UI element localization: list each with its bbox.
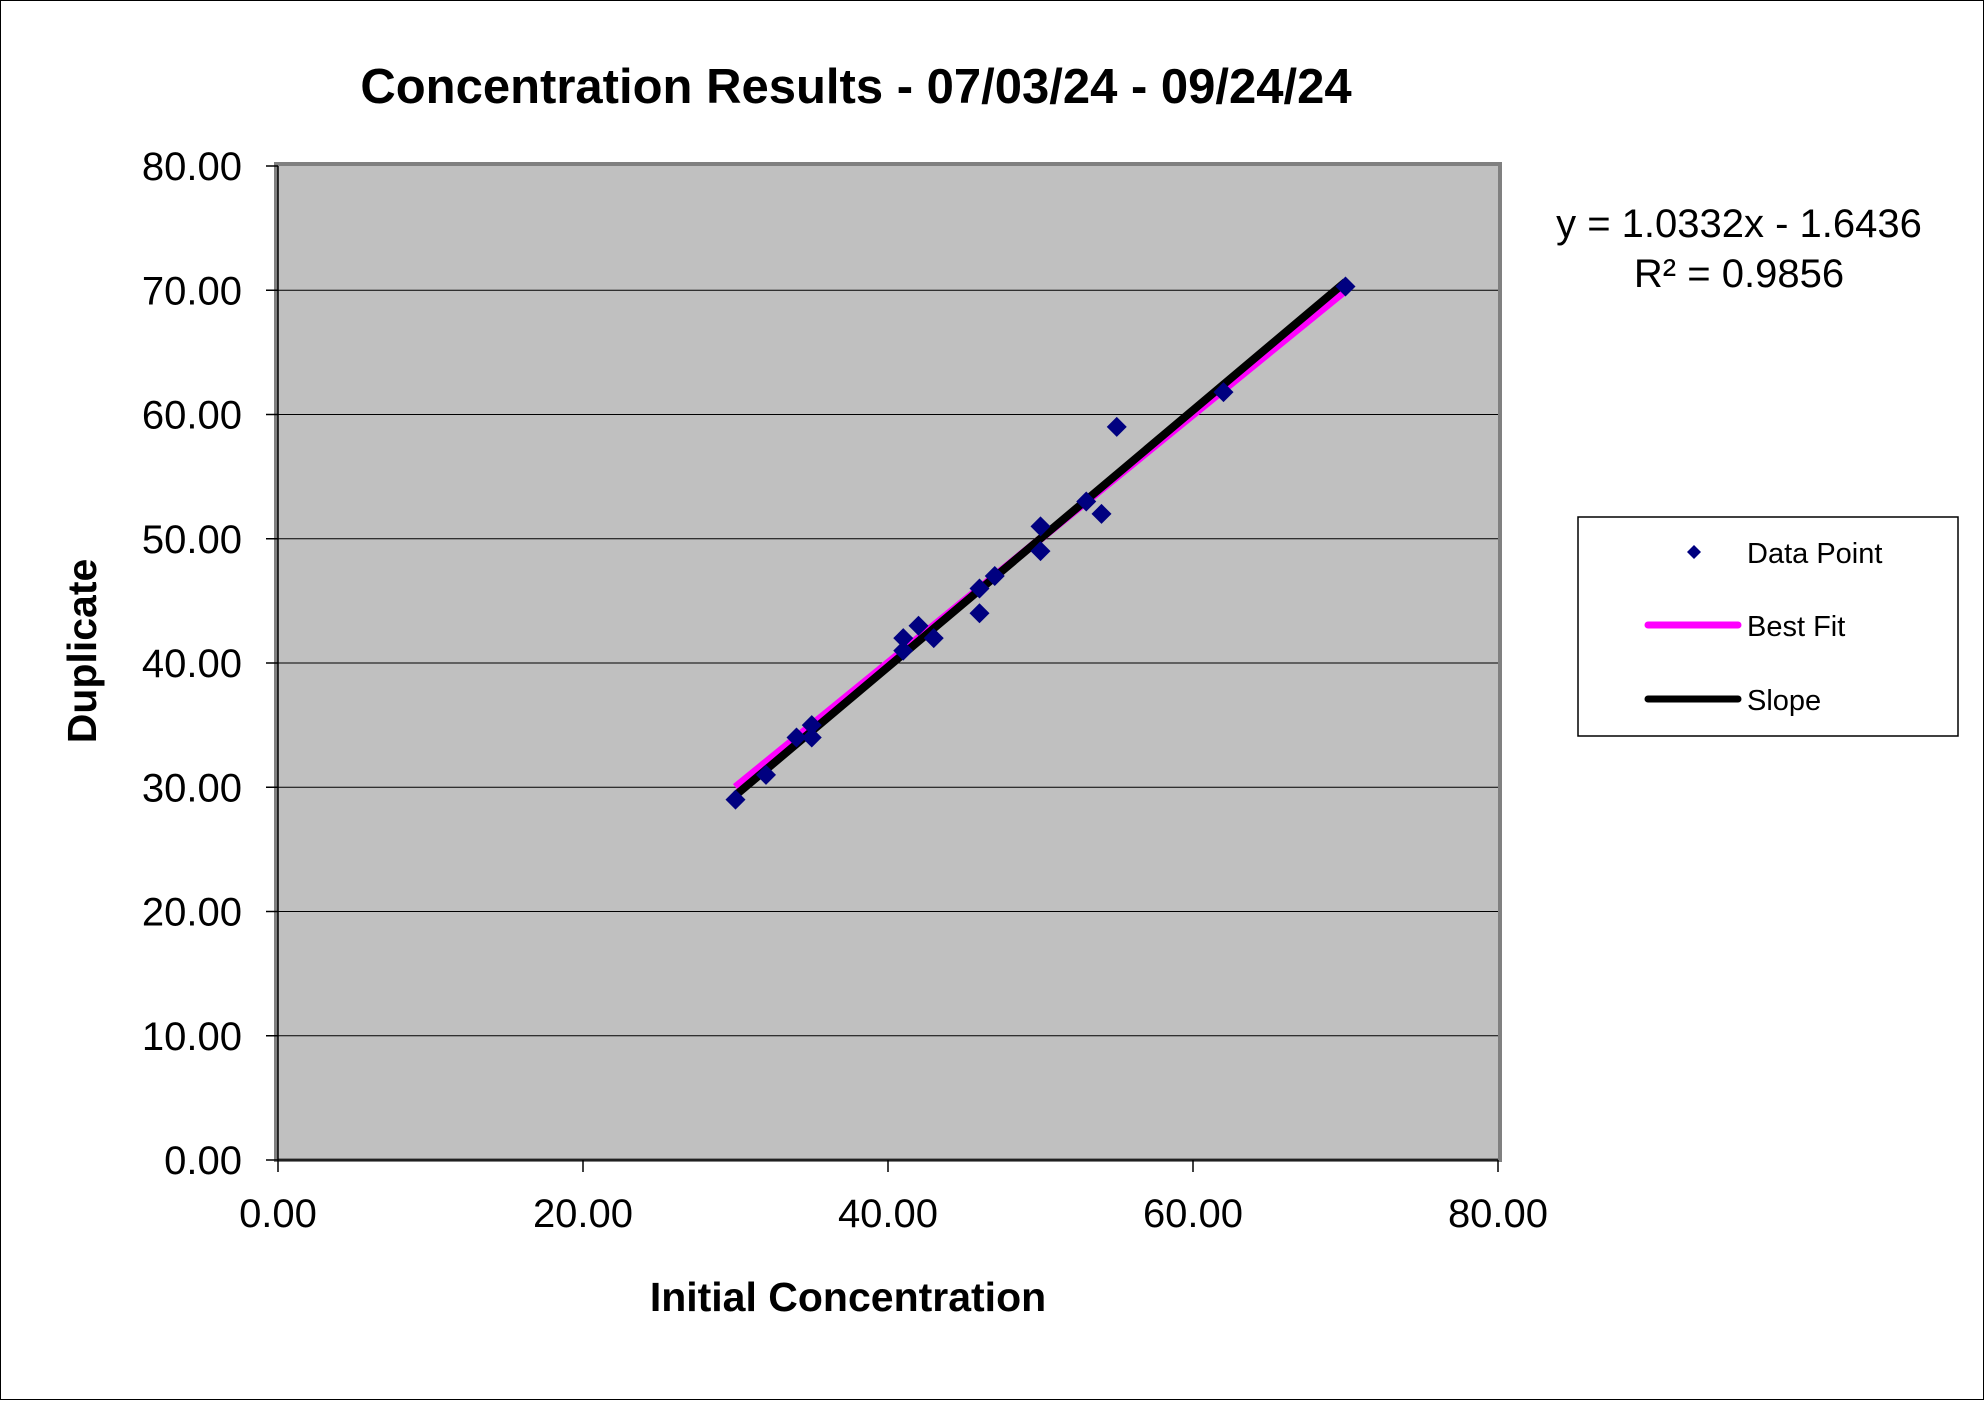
series-lines (732, 278, 1349, 799)
series-line-slope (732, 278, 1349, 799)
data-point (725, 789, 746, 810)
data-point (984, 566, 1005, 587)
x-tick-label: 20.00 (533, 1192, 633, 1236)
data-point (1091, 503, 1112, 524)
y-axis-title: Duplicate (59, 559, 105, 744)
data-point (1076, 491, 1097, 512)
data-points (725, 276, 1356, 810)
y-tick-label: 80.00 (142, 145, 242, 189)
y-tick-label: 0.00 (164, 1139, 242, 1183)
x-tick-label: 80.00 (1448, 1192, 1548, 1236)
y-tick-label: 70.00 (142, 269, 242, 313)
data-point (1030, 541, 1051, 562)
data-point (1030, 516, 1051, 537)
data-point (1213, 382, 1234, 403)
y-tick-labels: 0.00 10.00 20.00 30.00 40.00 50.00 60.00 70.00 8… (142, 145, 242, 1183)
regression-equation: y = 1.0332x - 1.6436 (1556, 202, 1922, 246)
y-tick-label: 10.00 (142, 1015, 242, 1059)
data-point (756, 764, 776, 785)
y-tick-label: 50.00 (142, 518, 242, 562)
data-point (923, 628, 944, 649)
data-point (801, 727, 822, 748)
data-point (1335, 276, 1356, 297)
legend-label-best-fit: Best Fit (1747, 611, 1845, 643)
data-point (786, 727, 807, 748)
y-tick-label: 30.00 (142, 766, 242, 810)
legend: Data Point Best Fit Slope (1577, 516, 1959, 737)
data-point (893, 628, 914, 649)
legend-marker-diamond-icon (1687, 545, 1701, 559)
legend-box (1577, 516, 1959, 737)
data-point (801, 715, 822, 736)
r-squared-value: R² = 0.9856 (1634, 252, 1844, 296)
y-tick-label: 60.00 (142, 394, 242, 438)
data-point (893, 640, 914, 661)
y-tick-label: 40.00 (142, 642, 242, 686)
x-tick-labels: 0.00 20.00 40.00 60.00 80.00 (239, 1192, 1548, 1236)
gridlines (278, 289, 1498, 1037)
data-point (969, 603, 990, 624)
axes (266, 165, 1499, 1172)
chart-title: Concentration Results - 07/03/24 - 09/24… (360, 60, 1351, 114)
y-tick-label: 20.00 (142, 891, 242, 935)
x-tick-label: 0.00 (239, 1192, 317, 1236)
legend-label-data-point: Data Point (1747, 538, 1882, 570)
x-tick-label: 40.00 (838, 1192, 938, 1236)
data-point (969, 578, 990, 599)
x-axis-title: Initial Concentration (650, 1274, 1046, 1320)
data-point (908, 615, 929, 636)
x-tick-label: 60.00 (1143, 1192, 1243, 1236)
data-point (1106, 416, 1127, 437)
legend-label-slope: Slope (1747, 685, 1821, 717)
